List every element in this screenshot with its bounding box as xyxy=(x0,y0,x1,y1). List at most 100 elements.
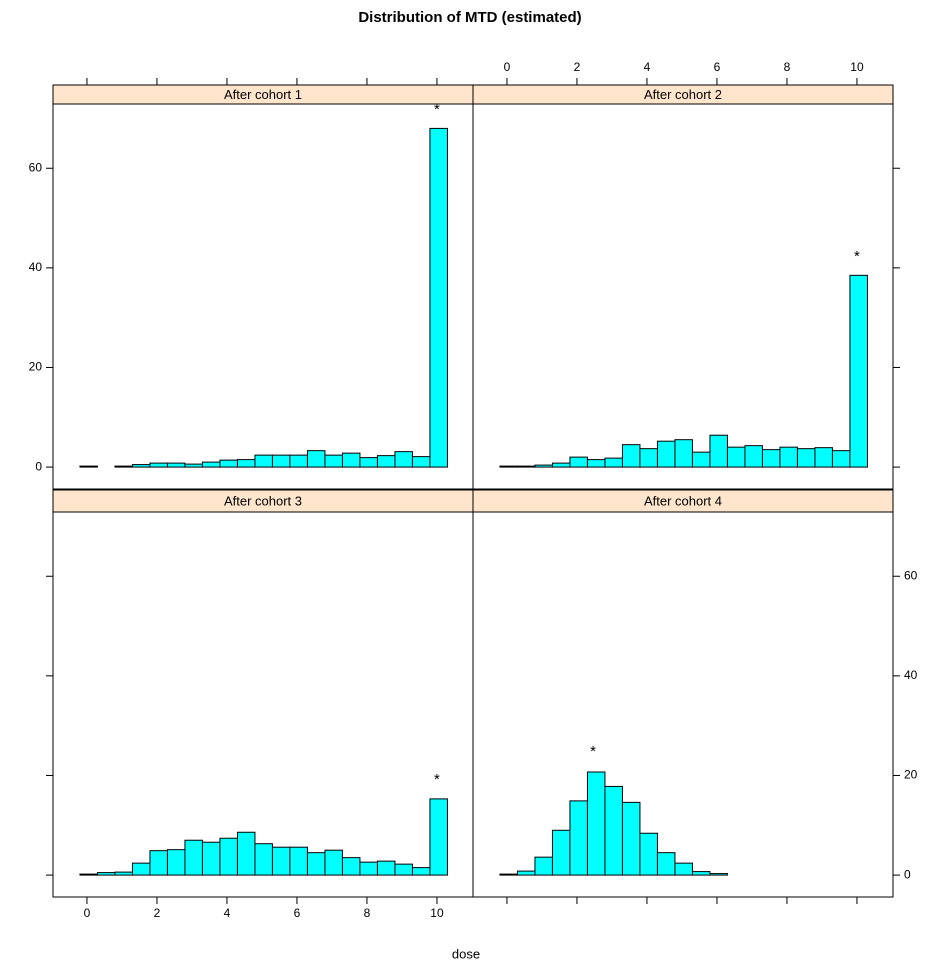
histogram-bar xyxy=(79,465,98,468)
histogram-bar xyxy=(96,872,116,876)
x-tick-label: 8 xyxy=(364,906,371,920)
histogram-bar xyxy=(534,464,553,468)
panel-border xyxy=(52,103,474,490)
x-tick-label: 0 xyxy=(504,60,511,74)
histogram-bar xyxy=(569,800,588,876)
histogram-bar xyxy=(166,462,186,468)
histogram-bar xyxy=(394,451,413,468)
y-tick-label: 60 xyxy=(904,568,918,582)
histogram-bar xyxy=(201,461,221,468)
panel-plot: * xyxy=(79,771,448,876)
histogram-bar xyxy=(289,846,308,876)
panel-plot: * xyxy=(499,743,728,876)
y-tick-label: 20 xyxy=(904,768,918,782)
x-tick-label: 6 xyxy=(294,906,301,920)
y-tick-label: 0 xyxy=(904,867,911,881)
histogram-bar xyxy=(429,798,448,876)
histogram-bar xyxy=(621,801,641,876)
histogram-bar xyxy=(709,434,728,468)
histogram-bar xyxy=(499,465,518,468)
x-tick-label: 6 xyxy=(714,60,721,74)
histogram-bar xyxy=(674,862,693,876)
panel-title: After cohort 2 xyxy=(644,87,722,102)
x-tick-label: 10 xyxy=(430,906,444,920)
x-tick-label: 8 xyxy=(784,60,791,74)
histogram-bar xyxy=(814,447,833,468)
histogram-bar xyxy=(271,454,291,468)
histogram-bar xyxy=(236,459,256,468)
histogram-bar xyxy=(639,448,658,468)
panel-title: After cohort 4 xyxy=(644,493,722,508)
x-tick-label: 10 xyxy=(850,60,864,74)
histogram-bar xyxy=(376,455,396,468)
y-tick-label: 60 xyxy=(29,160,43,174)
histogram-bar xyxy=(674,439,693,468)
histogram-bar xyxy=(411,867,431,876)
panel-title: After cohort 3 xyxy=(224,493,302,508)
histogram-bar xyxy=(219,837,238,876)
histogram-bar xyxy=(656,852,676,876)
histogram-bar xyxy=(761,449,781,468)
x-tick-label: 2 xyxy=(574,60,581,74)
panel-title: After cohort 1 xyxy=(224,87,302,102)
histogram-bar xyxy=(359,457,378,468)
histogram-bar xyxy=(394,863,413,876)
histogram-bar xyxy=(639,832,658,876)
histogram-bar xyxy=(341,452,361,468)
histogram-bar xyxy=(534,856,553,876)
histogram-bar xyxy=(726,446,746,468)
histogram-bar xyxy=(516,870,536,876)
histogram-bar xyxy=(324,454,343,468)
histogram-bar xyxy=(324,849,343,876)
histogram-bar xyxy=(691,871,711,876)
histogram-bar xyxy=(691,451,711,468)
histogram-bar xyxy=(236,831,256,876)
x-tick-label: 2 xyxy=(154,906,161,920)
mtd-marker: * xyxy=(434,101,440,118)
histogram-bar xyxy=(411,456,431,468)
x-axis-label: dose xyxy=(452,946,480,961)
y-tick-label: 20 xyxy=(29,360,43,374)
histogram-bar xyxy=(516,465,536,468)
chart-title: Distribution of MTD (estimated) xyxy=(358,9,581,26)
histogram-bar xyxy=(586,459,606,468)
y-tick-label: 0 xyxy=(35,459,42,473)
histogram-bar xyxy=(429,127,448,468)
histogram-bar xyxy=(586,771,606,876)
histogram-bar xyxy=(306,450,326,468)
histogram-bar xyxy=(219,459,238,468)
mtd-marker: * xyxy=(434,771,440,788)
histogram-bar xyxy=(779,446,798,468)
histogram-bar xyxy=(114,871,133,876)
y-tick-label: 40 xyxy=(29,260,43,274)
histogram-bar xyxy=(131,862,151,876)
histogram-bar xyxy=(131,464,151,468)
histogram-bar xyxy=(744,445,763,468)
histogram-bar xyxy=(306,852,326,876)
histogram-bar xyxy=(604,457,623,468)
histogram-bar xyxy=(551,462,571,468)
histogram-bar xyxy=(201,841,221,876)
histogram-bar xyxy=(604,785,623,876)
histogram-bar xyxy=(254,454,273,468)
histogram-bar xyxy=(796,448,816,468)
panel-plot: * xyxy=(79,101,448,468)
histogram-bar xyxy=(166,849,186,876)
x-tick-label: 4 xyxy=(644,60,651,74)
histogram-bar xyxy=(569,456,588,468)
histogram-bar xyxy=(551,829,571,876)
histogram-bar xyxy=(79,873,98,876)
y-tick-label: 40 xyxy=(904,668,918,682)
histogram-bar xyxy=(254,843,273,876)
histogram-bar xyxy=(499,873,518,876)
histogram-bar xyxy=(376,860,396,876)
panel-plot: * xyxy=(499,248,868,468)
histogram-bar xyxy=(831,450,851,468)
histogram-bar xyxy=(709,873,728,876)
histogram-bar xyxy=(289,454,308,468)
panel-border xyxy=(52,511,474,898)
histogram-bar xyxy=(114,465,133,468)
histogram-bar xyxy=(849,274,868,468)
histogram-bar xyxy=(621,444,641,468)
